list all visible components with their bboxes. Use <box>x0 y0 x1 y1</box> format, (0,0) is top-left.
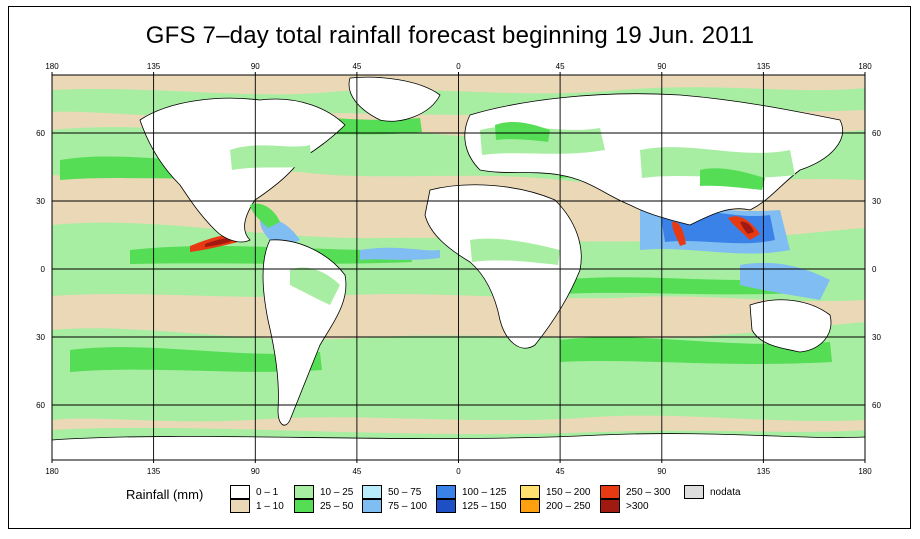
land-rain-25-50 <box>250 122 765 228</box>
legend-swatch-150-200 <box>520 485 540 499</box>
legend-label-75-100: 75 – 100 <box>388 501 427 512</box>
map-title: GFS 7–day total rainfall forecast beginn… <box>145 22 755 49</box>
lon-label: 45 <box>352 62 361 71</box>
legend-swatch-75-100 <box>362 499 382 513</box>
legend-swatch-50-75 <box>362 485 382 499</box>
lat-label: 0 <box>872 265 877 274</box>
lon-label: 45 <box>352 467 361 476</box>
lon-label: 135 <box>147 467 161 476</box>
legend-label-150-200: 150 – 200 <box>546 487 591 498</box>
legend-label-50-75: 50 – 75 <box>388 487 422 498</box>
legend-label-100-125: 100 – 125 <box>462 487 507 498</box>
lon-label: 90 <box>657 467 666 476</box>
lon-label: 90 <box>657 62 666 71</box>
rain-over-300-regions <box>205 221 754 247</box>
lon-label: 180 <box>45 467 59 476</box>
lat-labels-left: 60 30 0 30 60 <box>36 129 45 410</box>
lon-label: 90 <box>251 467 260 476</box>
lat-labels-right: 60 30 0 30 60 <box>872 129 881 410</box>
legend-label-0-1: 0 – 1 <box>256 487 279 498</box>
lat-label: 60 <box>872 129 881 138</box>
graticule <box>52 75 865 460</box>
legend-title: Rainfall (mm) <box>126 487 204 502</box>
legend-swatch-over-300 <box>600 499 620 513</box>
legend-swatch-25-50 <box>294 499 314 513</box>
legend-label-25-50: 25 – 50 <box>320 501 354 512</box>
lon-label: 0 <box>456 467 461 476</box>
tick-marks <box>51 72 866 463</box>
lon-labels-top: 180 135 90 45 0 45 90 135 180 <box>45 62 872 71</box>
lat-label: 60 <box>36 129 45 138</box>
africa <box>424 184 582 349</box>
lon-label: 180 <box>45 62 59 71</box>
lat-label: 0 <box>41 265 46 274</box>
lon-label: 135 <box>757 467 771 476</box>
lat-label: 60 <box>36 401 45 410</box>
lat-label: 30 <box>872 197 881 206</box>
lon-labels-bottom: 180 135 90 45 0 45 90 135 180 <box>45 467 872 476</box>
legend-swatch-0-1 <box>230 485 250 499</box>
legend-label-125-150: 125 – 150 <box>462 501 507 512</box>
legend-swatch-125-150 <box>436 499 456 513</box>
legend-label-over-300: >300 <box>626 501 649 512</box>
legend-label-1-10: 1 – 10 <box>256 501 284 512</box>
lon-label: 45 <box>556 467 565 476</box>
lat-label: 60 <box>872 401 881 410</box>
legend-swatch-1-10 <box>230 499 250 513</box>
legend-label-10-25: 10 – 25 <box>320 487 354 498</box>
lon-label: 180 <box>858 62 872 71</box>
legend-label-200-250: 200 – 250 <box>546 501 591 512</box>
greenland <box>348 76 441 122</box>
lon-label: 180 <box>858 467 872 476</box>
legend-swatch-100-125 <box>436 485 456 499</box>
lon-label: 90 <box>251 62 260 71</box>
legend-swatch-200-250 <box>520 499 540 513</box>
lat-label: 30 <box>872 333 881 342</box>
legend-label-nodata: nodata <box>710 487 741 498</box>
map-area <box>52 75 865 460</box>
lon-label: 0 <box>456 62 461 71</box>
legend-swatch-nodata <box>684 485 704 499</box>
lat-label: 30 <box>36 333 45 342</box>
legend-label-250-300: 250 – 300 <box>626 487 671 498</box>
lon-label: 135 <box>147 62 161 71</box>
north-america <box>139 97 346 243</box>
lon-label: 45 <box>556 62 565 71</box>
lon-label: 135 <box>757 62 771 71</box>
australia <box>749 299 832 353</box>
legend-swatch-250-300 <box>600 485 620 499</box>
lat-label: 30 <box>36 197 45 206</box>
legend-swatch-10-25 <box>294 485 314 499</box>
